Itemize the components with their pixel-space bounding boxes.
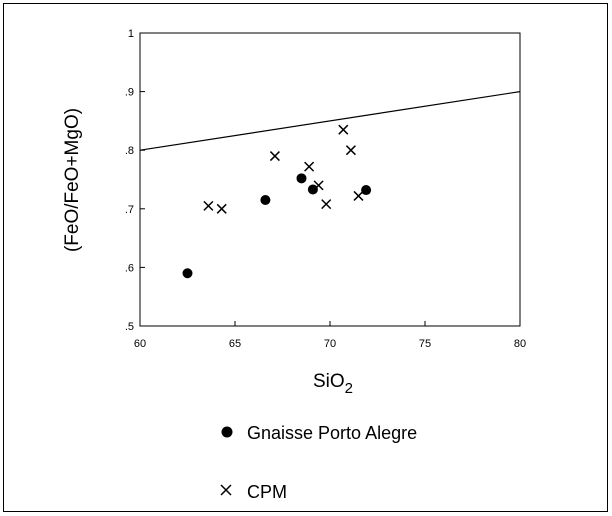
- y-tick-label: .9: [125, 87, 134, 99]
- y-tick-label: .7: [125, 204, 134, 216]
- point-cpm: [203, 200, 214, 211]
- x-axis-label-subscript: 2: [345, 380, 353, 397]
- y-tick-label: .5: [125, 321, 134, 333]
- point-gnaisse-porto-alegre: [260, 195, 271, 206]
- data-points: [182, 124, 372, 279]
- legend-marker-filled-circle: [221, 426, 233, 438]
- y-axis: .5 .6 .7 .8 .9 1: [125, 28, 145, 333]
- legend: Gnaisse Porto Alegre CPM: [220, 423, 417, 502]
- legend-label-gnaisse-porto-alegre: Gnaisse Porto Alegre: [247, 423, 417, 443]
- point-cpm: [353, 190, 364, 201]
- legend-marker-x: [220, 484, 232, 496]
- y-tick-label: .8: [125, 145, 134, 157]
- point-cpm: [269, 151, 280, 162]
- x-axis-label: SiO2: [313, 371, 353, 397]
- point-cpm: [304, 161, 315, 172]
- x-axis-label-main: SiO: [313, 371, 345, 392]
- plot-area: [139, 32, 521, 327]
- y-tick-label: 1: [128, 28, 134, 40]
- y-tick-label: .6: [125, 262, 134, 274]
- point-gnaisse-porto-alegre: [296, 173, 307, 184]
- point-gnaisse-porto-alegre: [361, 185, 372, 196]
- legend-label-cpm: CPM: [247, 482, 287, 502]
- x-tick-label: 80: [514, 338, 526, 350]
- point-cpm: [345, 145, 356, 156]
- point-cpm: [338, 124, 349, 135]
- point-cpm: [321, 199, 332, 210]
- x-tick-label: 70: [324, 338, 336, 350]
- x-tick-label: 60: [134, 338, 146, 350]
- figure-frame: [3, 3, 608, 512]
- y-axis-label: (FeO/FeO+MgO): [62, 108, 83, 252]
- point-gnaisse-porto-alegre: [307, 184, 318, 195]
- x-tick-label: 75: [419, 338, 431, 350]
- point-gnaisse-porto-alegre: [182, 268, 193, 279]
- reference-line: [139, 91, 521, 151]
- x-axis: 60 65 70 75 80: [134, 321, 526, 350]
- point-cpm: [216, 203, 227, 214]
- x-tick-label: 65: [229, 338, 241, 350]
- point-cpm: [313, 180, 324, 191]
